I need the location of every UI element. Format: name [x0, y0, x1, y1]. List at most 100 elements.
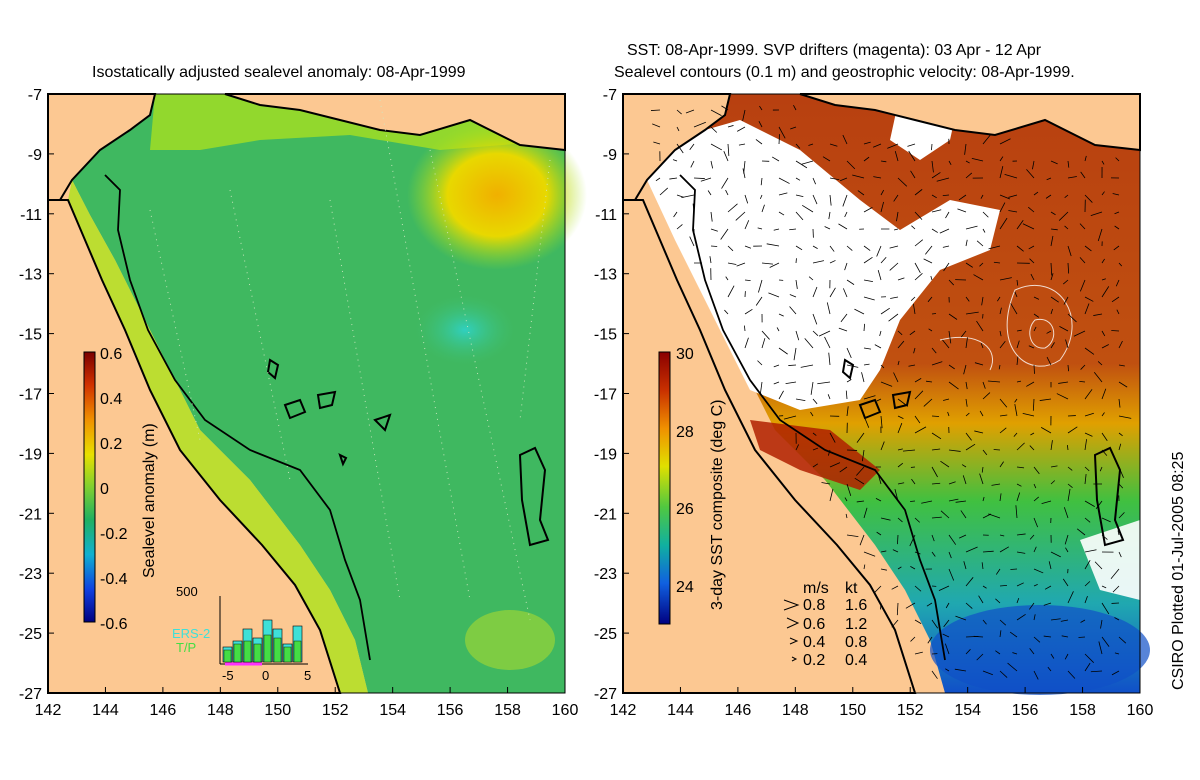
velocity-arrow — [795, 211, 804, 221]
velocity-arrow — [829, 194, 832, 206]
velocity-arrow — [721, 177, 729, 189]
velocity-arrow — [795, 177, 801, 181]
velocity-arrow — [863, 395, 876, 400]
velocity-arrow — [1016, 329, 1022, 332]
velocity-arrow — [979, 262, 984, 267]
velocity-arrow — [910, 636, 916, 642]
velocity-arrow — [880, 517, 891, 521]
velocity-arrow — [842, 194, 848, 207]
velocity-arrow — [1050, 465, 1058, 468]
left-map-lon-tick-label: 152 — [322, 702, 349, 719]
velocity-arrow — [981, 296, 984, 306]
velocity-arrow — [999, 619, 1007, 626]
velocity-arrow — [931, 432, 942, 440]
velocity-arrow — [1033, 568, 1044, 574]
velocity-arrow — [829, 177, 840, 181]
velocity-arrow — [914, 585, 922, 592]
velocity-arrow — [891, 585, 899, 590]
right-colorbar-tick: 30 — [676, 346, 694, 363]
velocity-arrow — [856, 500, 865, 503]
velocity-arrow — [897, 177, 908, 187]
velocity-arrow — [1064, 653, 1069, 660]
velocity-arrow — [880, 415, 883, 429]
histogram-bar-tp — [243, 640, 252, 663]
velocity-arrow — [727, 125, 734, 128]
velocity-arrow — [982, 381, 986, 389]
velocity-arrow — [880, 550, 887, 553]
velocity-arrow — [676, 109, 682, 115]
velocity-arrow — [1033, 670, 1039, 680]
velocity-arrow — [1101, 160, 1105, 165]
velocity-arrow — [1084, 155, 1087, 162]
velocity-arrow — [875, 497, 882, 502]
velocity-arrow — [1033, 466, 1040, 475]
velocity-arrow — [1084, 549, 1097, 553]
velocity-arrow — [778, 134, 780, 145]
velocity-arrow — [914, 239, 924, 247]
right-map-sealevel-contours — [939, 284, 1073, 371]
velocity-arrow — [1050, 551, 1061, 558]
velocity-legend-ms: 0.2 — [803, 652, 825, 669]
left-map-shelf-contour — [104, 174, 371, 661]
velocity-arrow — [1016, 219, 1024, 230]
velocity-legend-header-ms: m/s — [803, 580, 829, 597]
right-map-lon-tick-label: 156 — [1012, 702, 1039, 719]
velocity-arrow — [948, 568, 955, 581]
velocity-arrow — [771, 156, 780, 162]
velocity-arrow — [761, 262, 774, 265]
velocity-arrow — [982, 619, 987, 625]
left-colorbar-tick: 0.6 — [100, 346, 122, 363]
velocity-arrow — [910, 296, 916, 301]
velocity-arrow — [778, 192, 788, 196]
velocity-arrow — [1050, 342, 1055, 349]
velocity-arrow — [1118, 432, 1123, 437]
velocity-arrow — [676, 143, 684, 154]
velocity-legend-kt: 0.8 — [845, 634, 867, 651]
velocity-arrow — [1118, 364, 1125, 367]
velocity-arrow — [689, 143, 695, 150]
velocity-arrow — [1062, 279, 1069, 285]
velocity-arrow — [709, 256, 712, 264]
velocity-arrow — [931, 143, 933, 151]
velocity-arrow — [863, 156, 870, 162]
velocity-arrow — [721, 105, 729, 111]
velocity-arrow — [761, 330, 770, 340]
velocity-arrow — [755, 139, 763, 145]
velocity-arrow — [1033, 326, 1037, 332]
velocity-arrow — [982, 211, 989, 218]
velocity-arrow — [1044, 585, 1052, 590]
velocity-arrow — [676, 126, 680, 132]
velocity-arrow — [1079, 380, 1086, 383]
histogram-x-tick: -5 — [222, 668, 234, 683]
velocity-arrow — [856, 466, 865, 476]
velocity-arrow — [897, 482, 905, 485]
left-map-lon-tick-label: 154 — [379, 702, 406, 719]
velocity-arrow — [999, 307, 1002, 315]
velocity-arrow — [846, 160, 856, 170]
velocity-arrow — [1007, 662, 1018, 672]
velocity-arrow — [908, 150, 916, 162]
velocity-arrow — [987, 380, 1001, 383]
velocity-arrow — [931, 551, 936, 557]
velocity-arrow — [1046, 177, 1052, 181]
velocity-arrow — [755, 296, 763, 306]
velocity-arrow — [1047, 666, 1052, 672]
velocity-arrow — [960, 510, 967, 519]
velocity-arrow — [999, 138, 1011, 145]
velocity-arrow — [948, 498, 959, 502]
velocity-arrow — [795, 279, 798, 290]
right-map-lat-tick-label: -21 — [594, 506, 617, 523]
velocity-arrow — [874, 344, 882, 349]
histogram-inset: 500 ERS-2 T/P -5 0 5 — [172, 584, 311, 683]
velocity-arrow — [979, 410, 984, 417]
velocity-arrow — [965, 311, 979, 315]
velocity-arrow — [1015, 505, 1018, 519]
velocity-arrow — [982, 228, 986, 233]
velocity-arrow — [973, 635, 984, 638]
velocity-arrow — [1033, 636, 1041, 643]
velocity-arrow — [801, 160, 814, 165]
velocity-arrow — [829, 432, 836, 443]
velocity-arrow — [789, 306, 797, 315]
velocity-arrow — [846, 364, 859, 368]
left-map-axes: 142 144 146 148 150 152 154 156 158 160 -7 -9 -11 -13… — [19, 87, 579, 719]
